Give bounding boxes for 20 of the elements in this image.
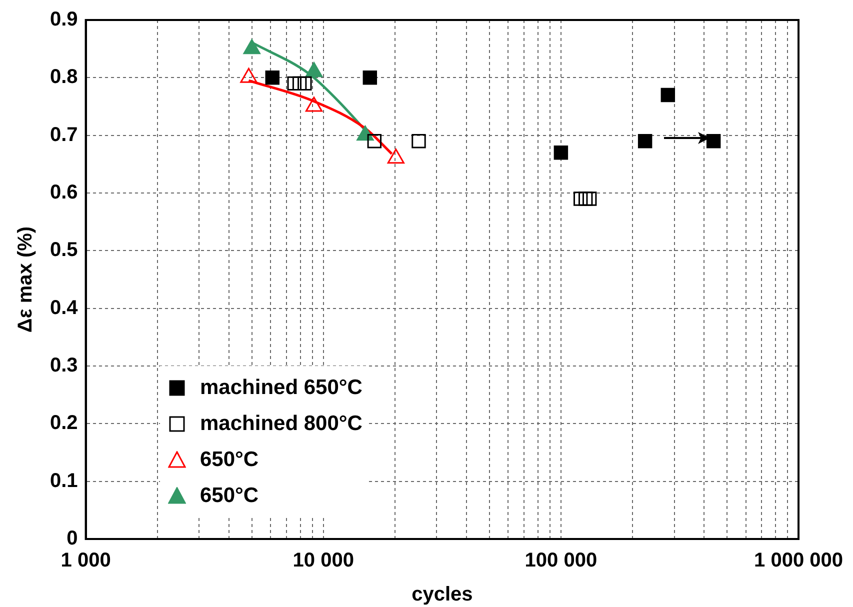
- y-tick-label: 0.6: [50, 182, 78, 204]
- legend-label: machined 650°C: [200, 376, 362, 400]
- y-tick-label: 0.8: [50, 66, 78, 88]
- y-axis-title: Δε max (%): [14, 226, 37, 333]
- y-tick-label: 0.2: [50, 412, 78, 434]
- legend-label: 650°C: [200, 484, 259, 508]
- y-tick-label: 0.9: [50, 8, 78, 31]
- x-tick-label: 1 000: [60, 550, 111, 572]
- y-tick-label: 0.3: [50, 354, 78, 377]
- x-tick-label: 1 000 000: [754, 550, 844, 572]
- x-axis-title: cycles: [412, 584, 473, 606]
- y-tick-label: 0: [66, 528, 78, 550]
- x-tick-label: 10 000: [292, 550, 354, 572]
- legend-label: machined 800°C: [200, 412, 362, 436]
- y-tick-label: 0.7: [50, 124, 78, 146]
- legend-label: 650°C: [200, 448, 259, 472]
- y-tick-label: 0.4: [50, 296, 79, 319]
- y-tick-label: 0.5: [50, 239, 78, 262]
- y-tick-label: 0.1: [50, 470, 78, 492]
- x-tick-label: 100 000: [524, 550, 598, 572]
